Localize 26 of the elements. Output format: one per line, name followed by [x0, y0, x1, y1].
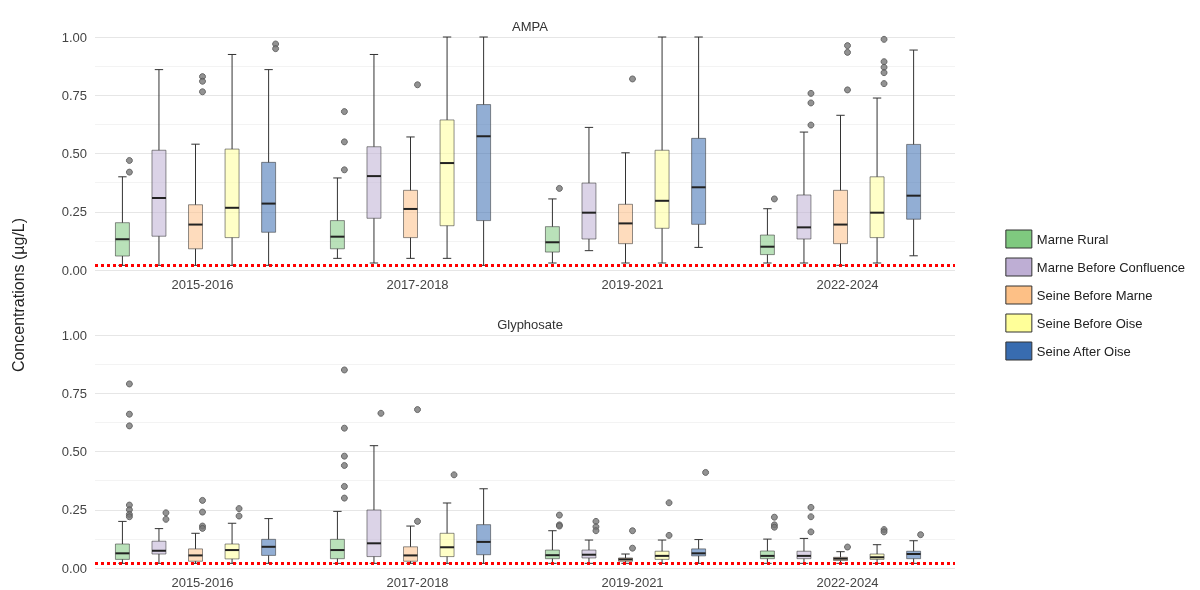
x-tick-label: 2015-2016	[171, 277, 234, 292]
y-tick-label: 0.75	[61, 87, 87, 103]
x-tick-label: 2017-2018	[386, 277, 449, 292]
legend-label: Seine Before Oise	[1036, 315, 1143, 331]
y-tick-label: 0.50	[61, 444, 87, 459]
x-tick-label: 2015-2016	[171, 575, 234, 590]
x-tick-label: 2022-2024	[816, 575, 879, 590]
x-tick-label: 2017-2018	[386, 575, 449, 590]
y-tick-label: 0.00	[61, 262, 87, 278]
chart-title: Glyphosate	[497, 317, 563, 332]
x-tick-label: 2019-2021	[601, 575, 664, 590]
y-tick-label: 0.25	[61, 204, 87, 220]
legend-label: Seine Before Marne	[1036, 287, 1153, 303]
legend-label: Marne Before Confluence	[1036, 259, 1186, 275]
y-tick-label: 0.75	[61, 385, 87, 401]
legend-label: Seine After Oise	[1036, 343, 1131, 359]
legend-label: Marne Rural	[1036, 231, 1109, 247]
chart-title: AMPA	[512, 19, 549, 34]
y-tick-label: 1.00	[61, 29, 87, 45]
x-tick-label: 2022-2024	[816, 277, 879, 292]
y-tick-label: 0.00	[61, 560, 87, 576]
y-tick-label: 0.50	[61, 146, 87, 161]
y-tick-label: 1.00	[61, 327, 87, 343]
x-tick-label: 2019-2021	[601, 277, 664, 292]
y-tick-label: 0.25	[61, 502, 87, 518]
y-axis-title: Concentrations (µg/L)	[9, 217, 27, 373]
